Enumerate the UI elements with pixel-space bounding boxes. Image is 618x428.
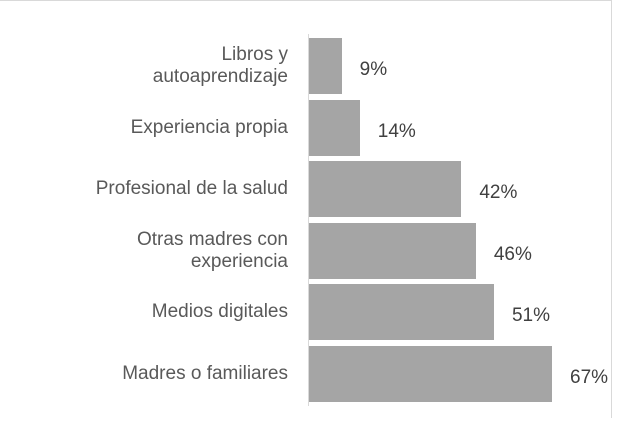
bar <box>309 99 360 156</box>
bar <box>309 346 552 402</box>
bar <box>309 284 494 341</box>
category-label: Madres o familiares <box>122 363 288 384</box>
value-label: 67% <box>570 367 609 388</box>
category-label: Libros y autoaprendizaje <box>152 44 288 87</box>
value-label: 14% <box>377 120 416 142</box>
value-label: 9% <box>359 59 388 80</box>
bar <box>309 38 342 94</box>
category-label: Experiencia propia <box>130 116 288 138</box>
bar <box>309 222 476 279</box>
bar <box>309 161 462 218</box>
category-label: Otras madres con experiencia <box>137 228 288 272</box>
value-label: 46% <box>493 243 532 265</box>
category-label: Profesional de la salud <box>95 178 288 200</box>
category-axis <box>308 34 309 406</box>
value-label: 42% <box>479 182 518 204</box>
value-label: 51% <box>511 305 550 327</box>
chart-frame <box>0 0 612 418</box>
category-label: Medios digitales <box>151 301 288 323</box>
